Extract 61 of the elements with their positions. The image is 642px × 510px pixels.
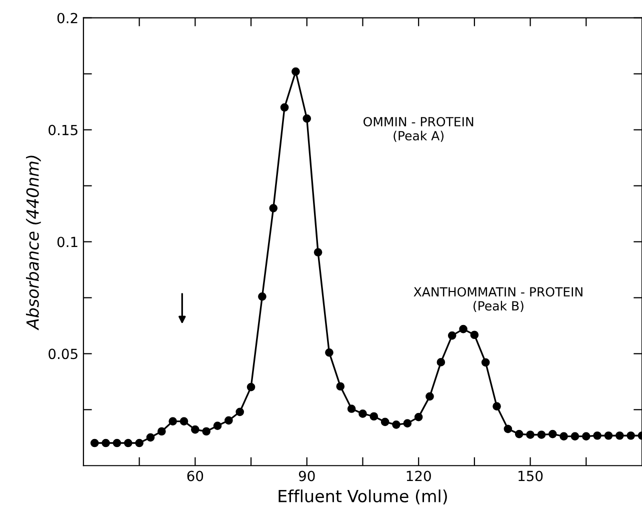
point <box>514 430 524 438</box>
x-axis-title: Effluent Volume (ml) <box>278 489 447 504</box>
y-tick-label: 0.05 <box>48 348 78 360</box>
x-tick-label: 60 <box>187 470 204 482</box>
point <box>470 330 479 340</box>
point <box>481 358 490 367</box>
y-tick-label: 0.2 <box>57 12 78 24</box>
x-tick-label: 120 <box>406 470 431 482</box>
point <box>302 114 312 123</box>
point <box>280 103 289 112</box>
point <box>358 410 367 418</box>
point <box>604 431 613 440</box>
x-tick-label: 150 <box>518 470 543 482</box>
point <box>626 431 635 440</box>
point <box>146 433 155 442</box>
point <box>168 417 177 426</box>
point <box>392 420 400 429</box>
point <box>492 402 501 410</box>
point <box>224 416 233 425</box>
point <box>191 425 200 434</box>
point <box>292 67 300 76</box>
point <box>436 358 446 366</box>
point <box>370 412 378 421</box>
point <box>548 430 557 438</box>
point <box>269 204 278 212</box>
x-tick-label: 90 <box>298 470 315 482</box>
point <box>325 348 334 357</box>
point <box>202 427 211 436</box>
annotation: XANTHOMMATIN - PROTEIN (Peak B) <box>414 287 582 312</box>
y-axis-title: Absorbance (440nm) <box>26 156 41 330</box>
point <box>180 417 188 426</box>
point <box>90 438 99 448</box>
point <box>426 392 434 401</box>
point <box>236 408 244 416</box>
point <box>570 432 580 440</box>
point <box>448 331 456 340</box>
point <box>582 432 590 440</box>
point <box>347 404 356 413</box>
point <box>258 292 266 301</box>
point <box>135 438 144 448</box>
point <box>157 427 166 436</box>
y-tick-label: 0.15 <box>48 124 78 136</box>
annotation: OMMIN - PROTEIN (Peak A) <box>364 116 474 142</box>
point <box>112 438 122 448</box>
point <box>593 431 602 440</box>
point <box>213 422 222 430</box>
point <box>615 431 624 440</box>
point <box>380 418 390 426</box>
point <box>537 430 546 439</box>
y-tick-label: 0.1 <box>57 236 78 248</box>
point <box>246 382 256 392</box>
point <box>124 438 132 448</box>
point <box>314 248 322 256</box>
point <box>403 419 412 428</box>
point <box>504 424 512 434</box>
point <box>102 438 110 448</box>
point <box>414 412 423 422</box>
point <box>459 324 468 334</box>
point <box>336 382 345 391</box>
point <box>560 432 568 440</box>
point <box>526 430 534 439</box>
